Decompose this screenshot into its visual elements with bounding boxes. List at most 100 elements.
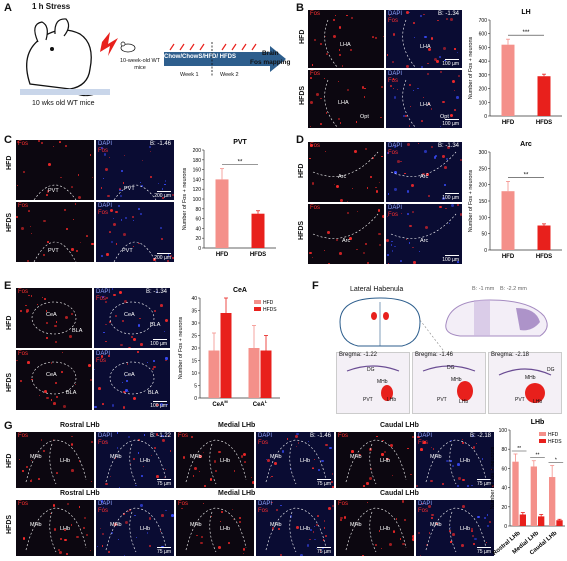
x-tick-label: CeAM (212, 399, 228, 408)
region-lha: LHA (338, 100, 349, 106)
legend-swatch (254, 307, 261, 311)
y-tick-label: 80 (195, 207, 201, 213)
atlas-mhb: MHb (451, 377, 462, 383)
panel-label-c: C (4, 134, 12, 146)
section-title-medial: Medial LHb (218, 490, 255, 497)
legend-label: HFDS (263, 307, 277, 313)
panel-label-d: D (296, 134, 304, 146)
x-tick-label: HFD (216, 252, 229, 258)
y-tick-label: 180 (193, 158, 202, 164)
region-lhb: LHb (380, 526, 390, 532)
y-tick-label: 0 (484, 248, 487, 254)
y-tick-label: 100 (479, 100, 488, 106)
region-cea: CeA (124, 312, 135, 318)
section-title-rostral: Rostral LHb (60, 490, 100, 497)
x-tick-superscript: L (265, 399, 268, 404)
bar (531, 466, 537, 526)
scale-bar: 200 µm (154, 191, 171, 199)
region-lhb: LHb (460, 458, 470, 464)
y-tick-label: 0 (484, 114, 487, 120)
y-tick-label: 40 (501, 486, 507, 492)
bar (252, 214, 265, 248)
row-label-hfds-e: HFDS (6, 373, 13, 392)
region-mhb: MHb (190, 522, 202, 528)
bar (502, 191, 515, 250)
panel-label-f: F (312, 280, 319, 292)
atlas-pvt: PVT (363, 397, 373, 403)
y-tick-label: 40 (195, 226, 201, 232)
y-tick-label: 40 (191, 296, 197, 302)
panel-label-e: E (4, 280, 11, 292)
region-bla: BLA (148, 390, 158, 396)
section-title-caudal: Caudal LHb (380, 422, 419, 429)
bregma-22mm-label: B: -2.2 mm (500, 286, 527, 292)
y-tick-label: 20 (191, 346, 197, 352)
y-tick-label: 5 (194, 384, 197, 390)
y-tick-label: 0 (504, 524, 507, 530)
region-opt: Opt (360, 114, 369, 120)
atlas-lhb: LHb (533, 399, 542, 405)
row-label-hfds-d: HFDS (298, 221, 305, 240)
row-label-hfd-b: HFD (299, 30, 306, 44)
y-tick-label: 100 (193, 197, 202, 203)
row-label-hfds-c: HFDS (6, 213, 13, 232)
legend-label: HFDS (548, 439, 562, 445)
region-mhb: MHb (350, 522, 362, 528)
bar (549, 477, 555, 526)
x-tick-label: HFD (502, 120, 515, 126)
atlas-mhb: MHb (525, 375, 536, 381)
region-pvt: PVT (48, 188, 59, 194)
y-axis-label: Number of Fos + neurons (490, 446, 496, 509)
region-cea: CeA (46, 372, 57, 378)
row-label-hfd-d: HFD (298, 164, 305, 178)
y-axis-label: Number of Fos + neurons (468, 169, 474, 232)
region-lhb: LHb (220, 526, 230, 532)
wt-mice-label: 10-week-old WT mice (118, 58, 162, 72)
region-mhb: MHb (350, 454, 362, 460)
region-lhb: LHb (460, 526, 470, 532)
bar (261, 351, 272, 399)
region-lha: LHA (420, 44, 431, 50)
x-tick-label: HFD (502, 254, 515, 260)
row-label-hfd-e: HFD (6, 316, 13, 330)
y-tick-label: 400 (479, 59, 488, 65)
micrograph-e-hfd-fos: Fos CeA BLA (16, 288, 92, 348)
region-bla: BLA (150, 322, 160, 328)
atlas-dg: DG (367, 367, 375, 373)
y-tick-label: 150 (479, 199, 488, 205)
y-tick-label: 200 (479, 183, 488, 189)
bar (249, 348, 260, 398)
y-tick-label: 30 (191, 321, 197, 327)
region-pvt: PVT (124, 186, 135, 192)
y-tick-label: 700 (479, 18, 488, 24)
region-mhb: MHb (190, 454, 202, 460)
y-tick-label: 300 (479, 150, 488, 156)
bar (538, 76, 551, 116)
week1-label: Week 1 (180, 72, 199, 78)
y-tick-label: 0 (194, 396, 197, 402)
y-tick-label: 60 (195, 217, 201, 223)
micrograph-d-hfd-fos: Fos Arc (308, 142, 384, 202)
y-tick-label: 100 (499, 428, 508, 434)
bar (538, 226, 551, 251)
section-title-caudal: Caudal LHb (380, 490, 419, 497)
sagittal-brain-diagram (440, 294, 560, 344)
region-lhb: LHb (380, 458, 390, 464)
region-lhb: LHb (60, 526, 70, 532)
y-tick-label: 200 (193, 148, 202, 154)
region-mhb: MHb (30, 454, 42, 460)
legend-label: HFD (263, 300, 274, 306)
region-arc: Arc (342, 238, 350, 244)
x-tick-label: HFDS (536, 120, 552, 126)
scale-bar: 100 µm (442, 255, 459, 263)
scale-bar: 200 µm (154, 253, 171, 261)
